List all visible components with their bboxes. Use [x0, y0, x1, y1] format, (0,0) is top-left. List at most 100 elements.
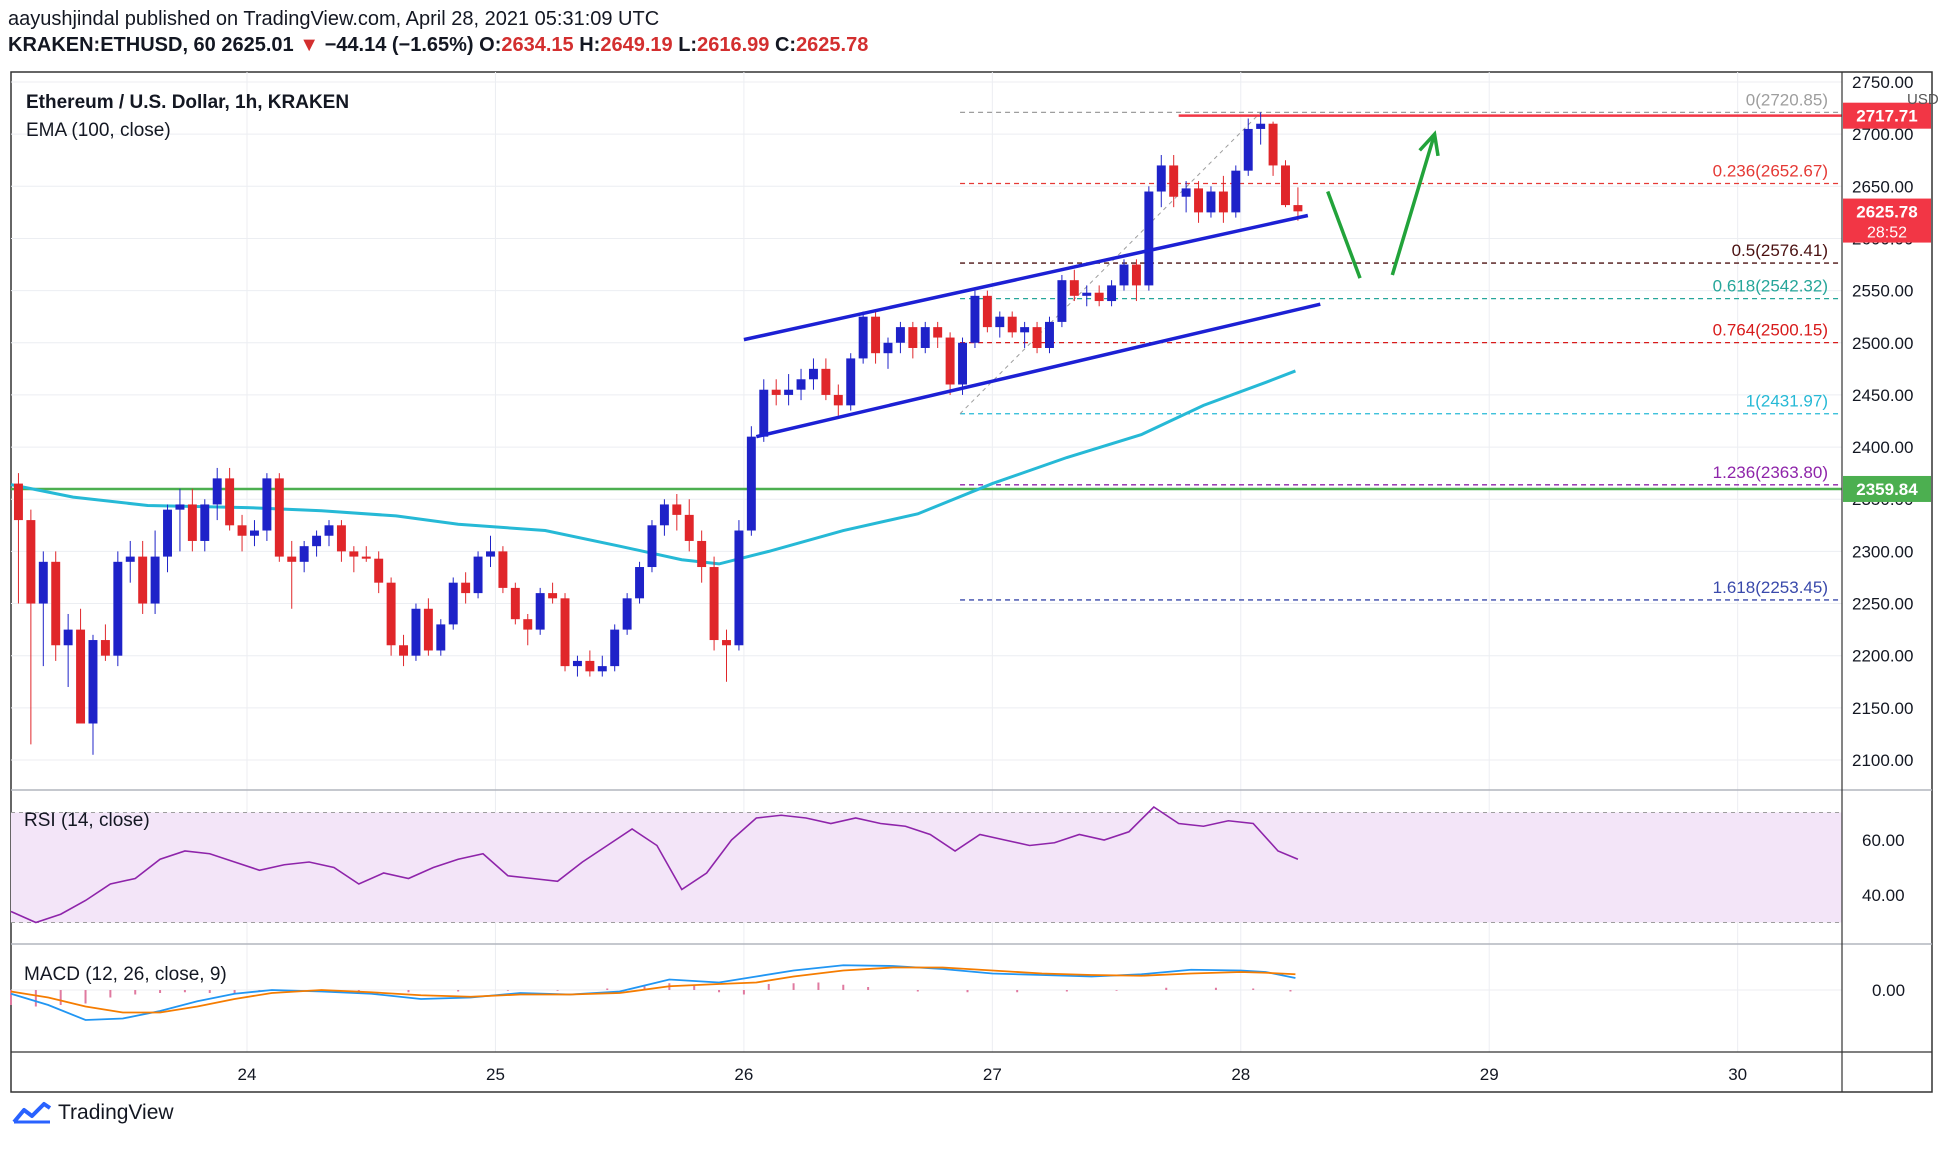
candle-body [1032, 327, 1042, 348]
candle-body [995, 316, 1005, 328]
y-tick-label: 2500.00 [1852, 334, 1913, 353]
fib-level-label: 0.236(2652.67) [1713, 162, 1828, 181]
candle-body [262, 478, 272, 531]
fib-level-label: 1.236(2363.80) [1713, 463, 1828, 482]
candle-body [1181, 188, 1191, 197]
candle-body [386, 582, 396, 646]
candle-body [1007, 316, 1017, 333]
candle-body [13, 483, 23, 521]
x-tick-label: 27 [983, 1065, 1002, 1084]
candle-body [722, 640, 731, 646]
price-badge [1843, 102, 1931, 129]
candle-body [895, 327, 905, 343]
candle-body [858, 316, 868, 359]
candle-body [585, 660, 595, 672]
candle-body [796, 379, 806, 390]
fib-trend-line [959, 112, 1262, 415]
channel-upper-line[interactable] [743, 213, 1309, 342]
candle-body [572, 660, 582, 667]
y-tick-label: 2400.00 [1852, 438, 1913, 457]
main-pane-title: Ethereum / U.S. Dollar, 1h, KRAKEN [26, 92, 349, 113]
candle-body [324, 525, 334, 536]
channel-lower-line[interactable] [755, 302, 1321, 439]
y-tick-label: 2450.00 [1852, 386, 1913, 405]
y-tick-label: 2700.00 [1852, 125, 1913, 144]
candle-body [1144, 191, 1154, 286]
candle-body [436, 624, 446, 651]
macd-legend: MACD (12, 26, close, 9) [24, 964, 227, 985]
candle-body [982, 295, 992, 328]
x-tick-label: 26 [734, 1065, 753, 1084]
macd-line [10, 964, 1296, 1021]
publish-info: aayushjindal published on TradingView.co… [8, 8, 660, 30]
last-price: 2625.01 [221, 34, 294, 56]
candle-body [1206, 191, 1216, 213]
chart-header: aayushjindal published on TradingView.co… [8, 6, 868, 58]
candle-body [249, 530, 259, 536]
candle-body [1131, 264, 1141, 286]
candle-body [883, 342, 893, 354]
tradingview-footer[interactable]: TradingView [12, 1100, 174, 1126]
candle-body [274, 478, 284, 557]
candle-body [448, 582, 458, 625]
candle-body [349, 551, 359, 557]
candle-body [808, 368, 818, 380]
rsi-tick-label: 60.00 [1862, 831, 1905, 850]
candle-body [908, 327, 918, 348]
tradingview-logo-icon [12, 1102, 52, 1124]
candle-body [1268, 123, 1278, 166]
candle-body [684, 514, 694, 541]
candle-body [560, 598, 570, 667]
candle-body [672, 504, 682, 515]
candle-body [1194, 188, 1204, 213]
candle-body [1057, 280, 1067, 322]
candle-body [76, 629, 86, 724]
rsi-legend: RSI (14, close) [24, 810, 150, 831]
candle-body [548, 593, 558, 599]
candle-body [225, 478, 235, 526]
chart-frame [10, 71, 1933, 1093]
candle-body [399, 645, 409, 656]
candle-body [26, 520, 36, 604]
candle-body [113, 561, 123, 656]
candle-body [125, 556, 135, 562]
arrow-head-icon [1418, 130, 1440, 157]
projection-arrow-up[interactable] [1390, 133, 1437, 276]
candle-body [647, 525, 657, 568]
candle-body [175, 504, 185, 510]
symbol-label: KRAKEN:ETHUSD, 60 [8, 34, 216, 56]
candle-body [150, 556, 160, 604]
candle-body [659, 504, 669, 526]
candle-body [821, 368, 831, 395]
candle-body [1045, 321, 1054, 348]
macd-tick-label: 0.00 [1872, 981, 1905, 1000]
x-tick-label: 29 [1480, 1065, 1499, 1084]
candle-body [1281, 165, 1290, 206]
candle-body [1119, 264, 1129, 286]
x-tick-label: 25 [486, 1065, 505, 1084]
candle-body [1094, 292, 1104, 302]
candle-body [287, 556, 297, 562]
y-tick-label: 2550.00 [1852, 282, 1913, 301]
candle-body [833, 394, 843, 406]
y-tick-label: 2650.00 [1852, 177, 1913, 196]
close-value: 2625.78 [796, 34, 869, 56]
rsi-line [10, 805, 1299, 924]
candle-body [374, 558, 384, 583]
price-badge-label: 2359.84 [1856, 480, 1918, 499]
fib-level-label: 0.618(2542.32) [1713, 277, 1828, 296]
price-badge [1843, 475, 1931, 502]
candle-body [473, 556, 483, 594]
fib-level-label: 0.764(2500.15) [1713, 321, 1828, 340]
projection-arrow-down[interactable] [1326, 190, 1362, 279]
candle-body [212, 478, 222, 505]
open-value: 2634.15 [501, 34, 574, 56]
low-value: 2616.99 [697, 34, 770, 56]
x-tick-label: 28 [1231, 1065, 1250, 1084]
candle-body [610, 629, 620, 667]
down-triangle-icon: ▼ [299, 34, 320, 56]
candle-body [1218, 191, 1228, 213]
candle-body [709, 567, 719, 641]
x-tick-label: 24 [238, 1065, 257, 1084]
